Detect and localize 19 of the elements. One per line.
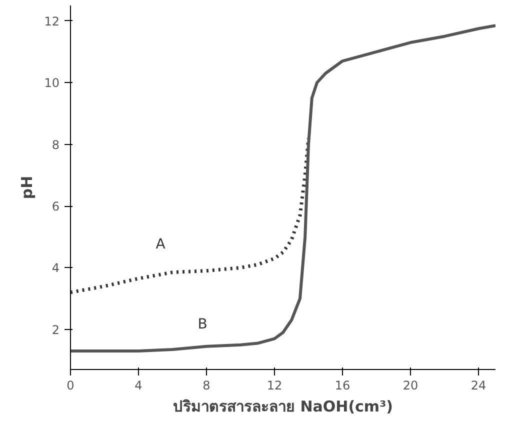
y-tick-label: 8 [52, 138, 60, 152]
y-axis-title: pH [18, 176, 36, 200]
y-tick-label: 12 [44, 14, 60, 28]
x-tick-label: 8 [202, 378, 210, 392]
y-tick-label: 10 [44, 76, 60, 90]
x-tick-label: 24 [470, 378, 486, 392]
line-series [70, 24, 496, 352]
annotation: A [156, 236, 166, 252]
x-tick-label: 20 [402, 378, 418, 392]
x-tick-label: 12 [266, 378, 282, 392]
y-tick-label: 2 [52, 322, 60, 337]
line-series [70, 136, 310, 294]
x-tick-label: 16 [334, 378, 350, 392]
y-tick-label: 4 [52, 261, 60, 276]
x-axis-title: ปริมาตรสารละลาย NaOH(cm³) [172, 398, 394, 416]
x-tick-label: 4 [134, 378, 142, 392]
annotation: B [198, 316, 208, 332]
x-tick-label: 0 [66, 378, 74, 392]
y-tick-label: 6 [52, 200, 60, 214]
